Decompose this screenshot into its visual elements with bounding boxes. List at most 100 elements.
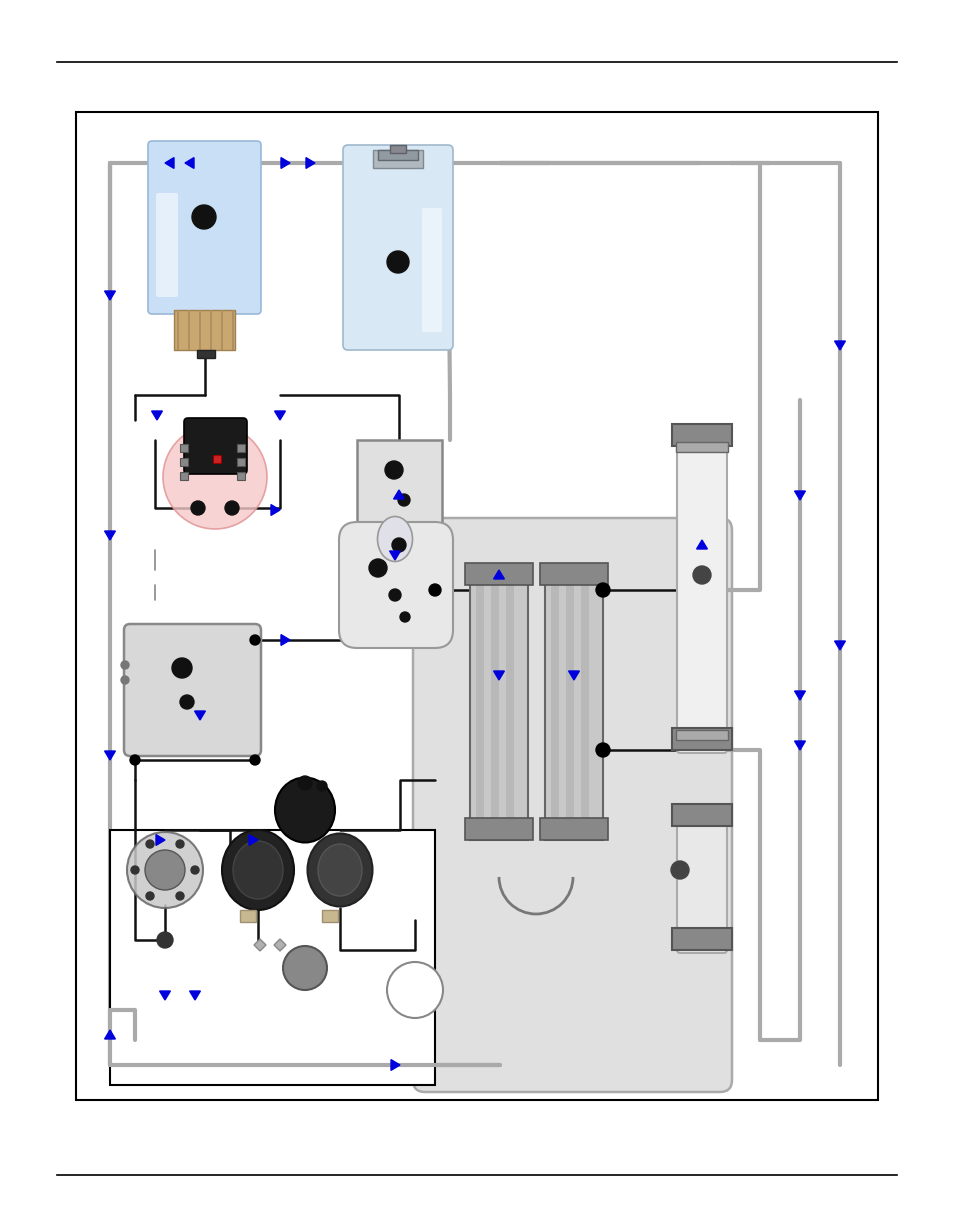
Bar [676, 442, 727, 452]
Circle shape [670, 861, 688, 879]
Bar [671, 804, 731, 826]
FancyBboxPatch shape [413, 518, 731, 1092]
Bar [373, 150, 422, 168]
Bar [491, 585, 498, 836]
Bar [580, 585, 588, 836]
Polygon shape [249, 834, 257, 845]
Circle shape [131, 866, 139, 874]
Ellipse shape [377, 517, 412, 562]
Bar [390, 145, 406, 153]
Circle shape [399, 612, 410, 622]
Polygon shape [568, 671, 578, 680]
Polygon shape [152, 180, 256, 310]
Circle shape [387, 962, 442, 1018]
Circle shape [596, 583, 609, 598]
Polygon shape [194, 710, 205, 720]
Polygon shape [834, 640, 844, 650]
Circle shape [385, 461, 402, 479]
Ellipse shape [317, 844, 361, 896]
Circle shape [191, 866, 199, 874]
Bar [180, 458, 188, 466]
Circle shape [387, 252, 409, 272]
Bar [213, 455, 221, 463]
Circle shape [163, 425, 267, 529]
Circle shape [250, 755, 260, 764]
Circle shape [297, 775, 312, 790]
Circle shape [175, 840, 184, 848]
Polygon shape [165, 157, 173, 168]
Polygon shape [152, 411, 162, 420]
Circle shape [225, 501, 239, 515]
Polygon shape [274, 411, 285, 420]
Circle shape [392, 537, 406, 552]
Circle shape [145, 850, 185, 890]
Circle shape [369, 560, 387, 577]
Polygon shape [105, 1029, 115, 1039]
Bar [539, 563, 607, 585]
Bar [464, 818, 533, 840]
Polygon shape [306, 157, 314, 168]
Polygon shape [159, 991, 171, 1000]
Circle shape [397, 494, 410, 506]
Bar [196, 350, 214, 358]
FancyBboxPatch shape [156, 193, 178, 297]
Polygon shape [105, 531, 115, 540]
Circle shape [172, 658, 192, 679]
Circle shape [157, 933, 172, 948]
Bar [110, 829, 435, 1085]
Bar [76, 112, 877, 1099]
Bar [210, 310, 212, 350]
Circle shape [121, 676, 129, 683]
Polygon shape [185, 157, 193, 168]
Ellipse shape [233, 840, 283, 899]
Bar [671, 928, 731, 950]
Polygon shape [281, 634, 290, 645]
Circle shape [146, 892, 153, 899]
Polygon shape [105, 751, 115, 760]
Bar [671, 728, 731, 750]
Polygon shape [156, 834, 165, 845]
Polygon shape [834, 341, 844, 350]
Circle shape [316, 782, 327, 791]
Polygon shape [253, 939, 266, 951]
FancyBboxPatch shape [421, 209, 441, 333]
FancyBboxPatch shape [677, 817, 726, 953]
Circle shape [130, 755, 140, 764]
Bar [505, 585, 514, 836]
Bar [464, 563, 533, 585]
FancyBboxPatch shape [677, 437, 726, 753]
Circle shape [180, 694, 193, 709]
Bar [236, 472, 245, 480]
Bar [476, 585, 483, 836]
Bar [377, 150, 417, 160]
Bar [676, 730, 727, 740]
Ellipse shape [222, 829, 294, 910]
Polygon shape [794, 691, 804, 699]
Bar [232, 310, 233, 350]
Circle shape [250, 636, 260, 645]
Circle shape [429, 584, 440, 596]
Circle shape [146, 840, 153, 848]
Circle shape [192, 205, 215, 229]
Bar [180, 444, 188, 452]
Bar [177, 310, 179, 350]
FancyBboxPatch shape [148, 141, 261, 314]
Polygon shape [493, 671, 504, 680]
Polygon shape [105, 291, 115, 299]
Circle shape [283, 946, 327, 990]
Bar [180, 472, 188, 480]
Polygon shape [274, 939, 286, 951]
Polygon shape [271, 504, 280, 515]
Bar [551, 585, 558, 836]
Bar [236, 458, 245, 466]
Bar [544, 580, 602, 840]
Polygon shape [794, 741, 804, 750]
Polygon shape [190, 991, 200, 1000]
Bar [240, 910, 255, 921]
Circle shape [175, 892, 184, 899]
Bar [173, 310, 234, 350]
Circle shape [389, 589, 400, 601]
Polygon shape [394, 490, 404, 499]
Polygon shape [389, 551, 400, 560]
Bar [470, 580, 527, 840]
